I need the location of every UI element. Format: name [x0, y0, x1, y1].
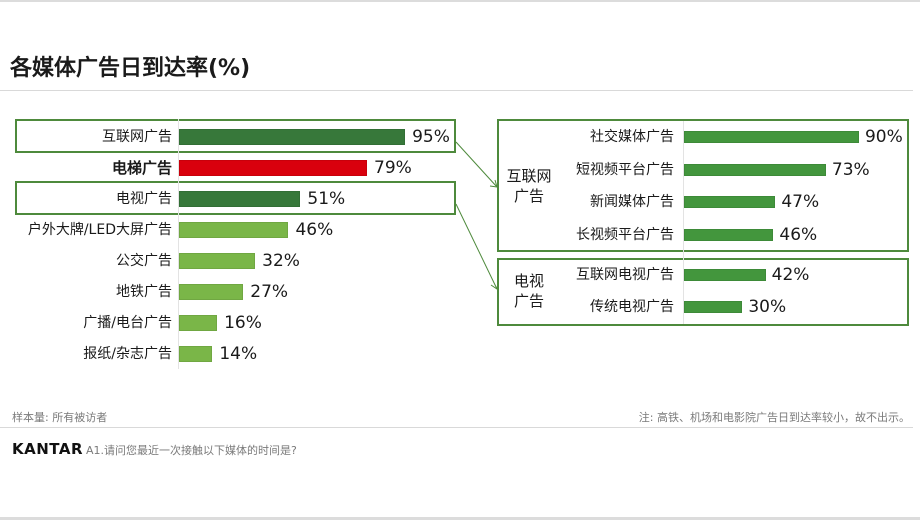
- row-label: 户外大牌/LED大屏广告: [27, 222, 172, 238]
- bar: [179, 160, 368, 176]
- group-label-line: 互联网: [506, 167, 552, 185]
- value-label: 90%: [864, 127, 903, 147]
- internet-breakdown-box: [497, 119, 909, 252]
- bar: [684, 196, 776, 209]
- footnote: 注: 高铁、机场和电影院广告日到达率较小，故不出示。: [638, 411, 910, 424]
- right-row: 短视频平台广告: [540, 160, 674, 180]
- value-label: 46%: [779, 225, 818, 246]
- value-label: 51%: [307, 189, 346, 209]
- right-row: 社交媒体广告: [540, 127, 674, 147]
- bar: [684, 163, 826, 176]
- bar: [179, 253, 256, 269]
- value-label: 79%: [374, 158, 412, 178]
- value-label: 14%: [219, 344, 258, 364]
- bar: [684, 229, 774, 242]
- left-row: 广播/电台广告: [0, 313, 172, 333]
- value-label: 46%: [295, 220, 334, 240]
- right-row: 长视频平台广告: [540, 225, 674, 245]
- row-label: 新闻媒体广告: [590, 194, 674, 211]
- sample-size-note: 样本量: 所有被访者: [12, 411, 108, 424]
- value-label: 73%: [831, 159, 870, 180]
- value-label: 27%: [250, 282, 289, 302]
- bottom-border: [0, 517, 920, 520]
- value-label: 30%: [748, 297, 787, 317]
- value-label: 95%: [412, 127, 450, 147]
- right-row: 互联网电视广告: [540, 265, 674, 285]
- bar: [684, 131, 859, 143]
- left-axis: [178, 119, 179, 369]
- row-label: 互联网电视广告: [576, 267, 674, 283]
- row-label: 电梯广告: [111, 159, 172, 177]
- tv-highlight-box: [15, 181, 456, 215]
- kantar-logo: KANTAR: [12, 440, 84, 458]
- group-label-internet: 互联网 广告: [502, 166, 556, 206]
- left-row: 报纸/杂志广告: [0, 344, 172, 364]
- bar: [179, 222, 289, 238]
- bar: [179, 191, 301, 207]
- value-label: 16%: [224, 313, 262, 333]
- left-row: 公交广告: [0, 251, 172, 271]
- bar: [684, 269, 766, 281]
- bar: [179, 315, 218, 331]
- tv-breakdown-box: [497, 258, 909, 326]
- row-label: 电视广告: [116, 191, 172, 207]
- row-label: 社交媒体广告: [590, 129, 674, 145]
- left-row: 户外大牌/LED大屏广告: [0, 220, 172, 240]
- group-label-line: 电视: [513, 272, 544, 290]
- left-row: 互联网广告: [0, 127, 172, 147]
- value-label: 42%: [771, 265, 810, 285]
- footer-divider: [0, 427, 913, 428]
- row-label: 地铁广告: [116, 284, 172, 300]
- right-axis: [683, 121, 684, 324]
- row-label: 广播/电台广告: [83, 315, 172, 331]
- right-row: 传统电视广告: [540, 297, 674, 317]
- top-border: [0, 0, 920, 2]
- internet-highlight-box: [15, 119, 456, 153]
- row-label: 公交广告: [116, 253, 172, 269]
- bar: [684, 301, 743, 313]
- right-row: 新闻媒体广告: [540, 192, 674, 212]
- left-row: 电梯广告: [0, 158, 172, 178]
- row-label: 报纸/杂志广告: [83, 346, 172, 362]
- value-label: 32%: [262, 251, 300, 271]
- row-label: 长视频平台广告: [576, 227, 674, 244]
- bar: [179, 284, 244, 300]
- group-label-line: 广告: [513, 292, 544, 310]
- bar: [179, 346, 213, 362]
- row-label: 互联网广告: [102, 129, 172, 145]
- left-row: 电视广告: [0, 189, 172, 209]
- row-label: 短视频平台广告: [576, 161, 674, 178]
- survey-question: A1.请问您最近一次接触以下媒体的时间是?: [86, 444, 297, 457]
- group-label-tv: 电视 广告: [502, 271, 556, 311]
- value-label: 47%: [781, 192, 820, 213]
- row-label: 传统电视广告: [590, 299, 674, 315]
- chart-title: 各媒体广告日到达率(%): [10, 56, 251, 81]
- bar: [179, 129, 406, 145]
- left-row: 地铁广告: [0, 282, 172, 302]
- title-divider: [0, 90, 913, 91]
- group-label-line: 广告: [513, 187, 544, 205]
